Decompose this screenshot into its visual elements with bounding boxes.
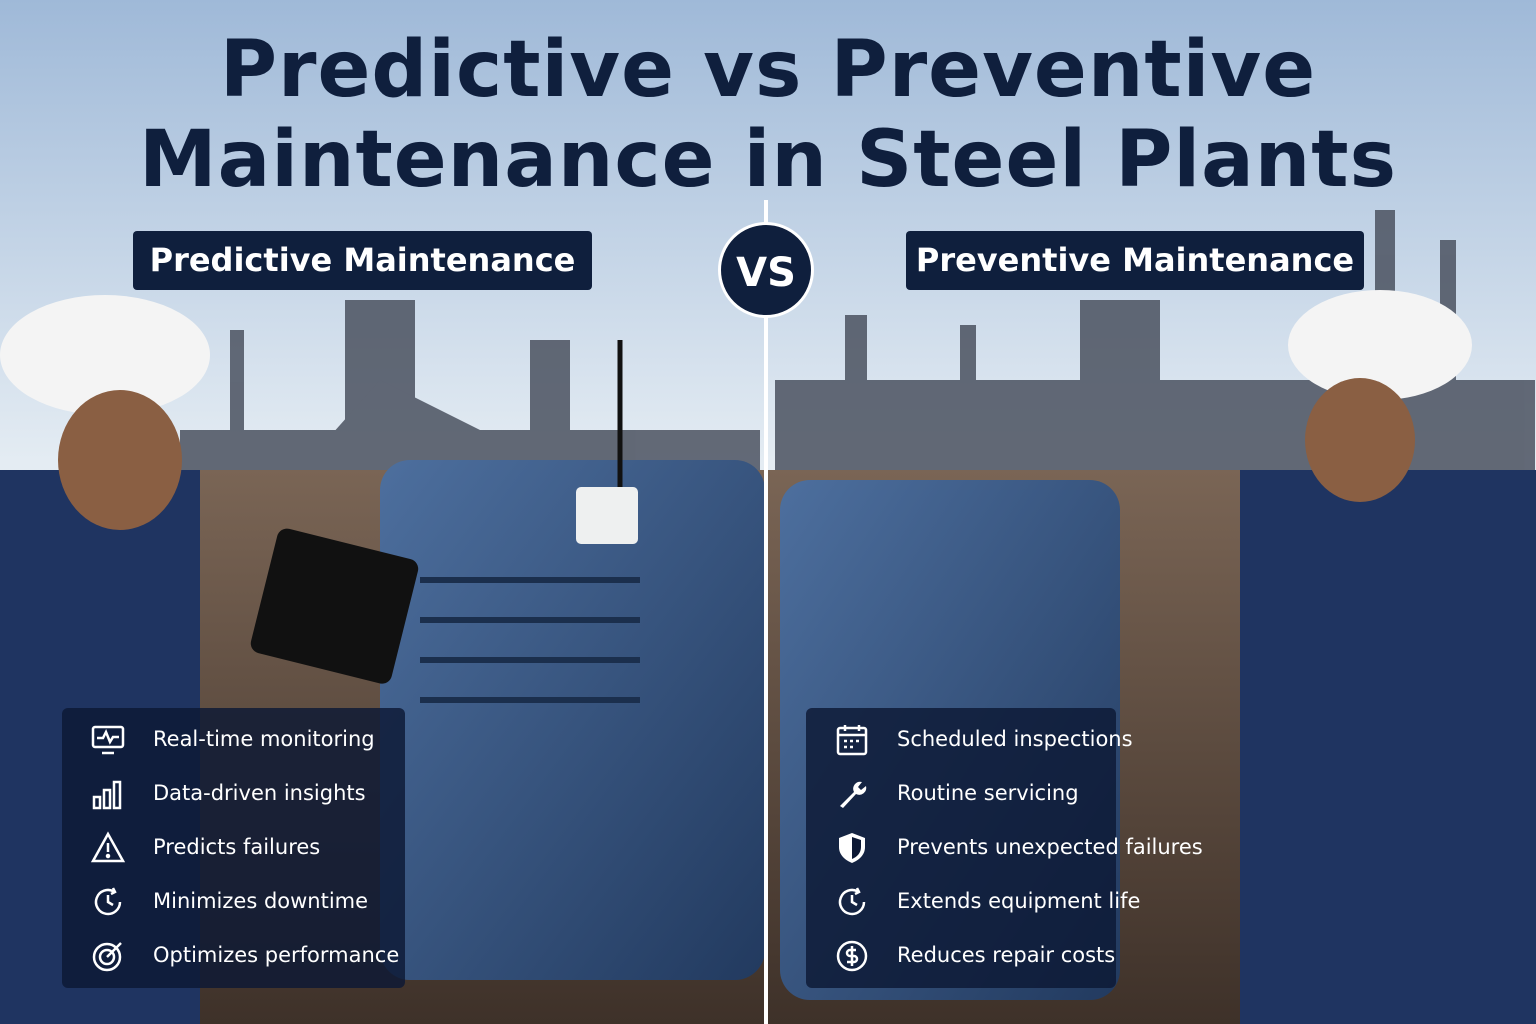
feature-item: Reduces repair costs bbox=[806, 936, 1116, 976]
feature-item: Routine servicing bbox=[806, 774, 1116, 814]
icon bbox=[840, 781, 867, 808]
icon bbox=[839, 833, 865, 863]
title-line: Predictive vs Preventive bbox=[219, 25, 1317, 115]
feature-item: Extends equipment life bbox=[806, 882, 1140, 922]
panel-heading: Preventive Maintenance bbox=[906, 231, 1364, 290]
feature-list: Scheduled inspections Routine servicing … bbox=[806, 708, 1203, 988]
icon bbox=[836, 725, 868, 756]
feature-text: Routine servicing bbox=[897, 781, 1079, 805]
icon bbox=[92, 942, 122, 972]
feature-item: Scheduled inspections bbox=[806, 720, 1133, 760]
feature-item: Real-time monitoring bbox=[62, 720, 405, 760]
feature-text: Minimizes downtime bbox=[153, 889, 369, 913]
feature-item: Optimizes performance bbox=[62, 936, 405, 976]
feature-text: Real-time monitoring bbox=[153, 727, 375, 751]
feature-list: Real-time monitoring Data-driven insight… bbox=[62, 708, 405, 988]
icon bbox=[836, 940, 868, 972]
feature-text: Extends equipment life bbox=[897, 889, 1141, 913]
vs-badge: VS bbox=[718, 222, 814, 318]
icon bbox=[92, 780, 122, 810]
icon bbox=[91, 725, 125, 755]
feature-item: Data-driven insights bbox=[62, 774, 405, 814]
panel-heading: Predictive Maintenance bbox=[133, 231, 592, 290]
feature-item: Minimizes downtime bbox=[62, 882, 405, 922]
feature-text: Optimizes performance bbox=[153, 943, 400, 967]
title-line: Maintenance in Steel Plants bbox=[138, 115, 1398, 205]
feature-item: Prevents unexpected failures bbox=[806, 828, 1203, 868]
icon bbox=[838, 887, 866, 916]
feature-text: Reduces repair costs bbox=[897, 943, 1116, 967]
feature-text: Data-driven insights bbox=[153, 781, 366, 805]
feature-text: Prevents unexpected failures bbox=[897, 835, 1203, 859]
icon bbox=[94, 887, 122, 916]
icon bbox=[90, 831, 126, 863]
feature-text: Scheduled inspections bbox=[897, 727, 1133, 751]
feature-item: Predicts failures bbox=[62, 828, 405, 868]
feature-text: Predicts failures bbox=[153, 835, 321, 859]
